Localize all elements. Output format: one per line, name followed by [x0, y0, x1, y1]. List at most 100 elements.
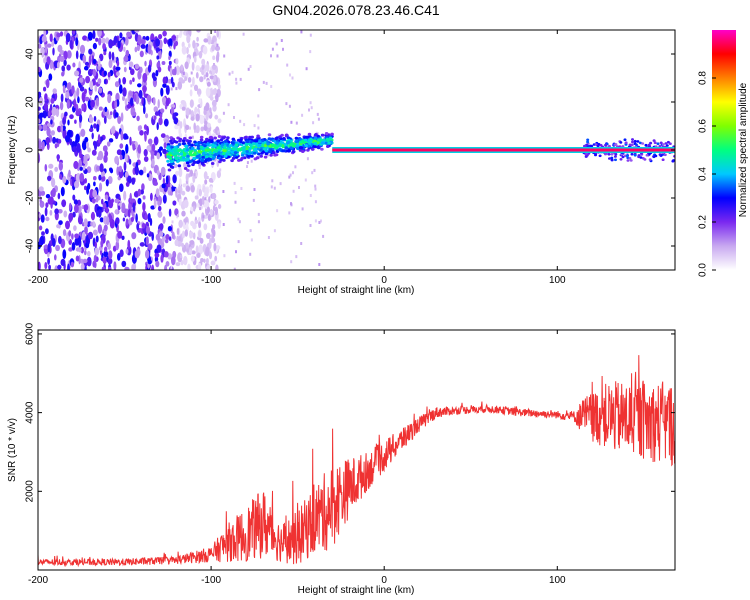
spectrogram-cell	[257, 220, 260, 224]
spectrogram-cell	[119, 183, 124, 192]
spectrogram-cell	[633, 139, 637, 143]
spectrogram-cell	[124, 171, 129, 178]
spectrogram-cell	[314, 184, 317, 188]
spectrogram-cell	[128, 61, 134, 68]
spectrogram-cell	[96, 123, 100, 133]
spectrogram-cell	[198, 50, 203, 59]
spectrogram-cell	[68, 169, 71, 178]
spectrogram-cell	[290, 260, 293, 264]
spectrogram-cell	[271, 152, 274, 156]
spectrogram-cell	[607, 144, 611, 148]
spectrogram-cell	[114, 132, 119, 140]
spectrogram-cell	[297, 133, 301, 137]
spectrogram-cell	[222, 111, 225, 115]
spectrogram-cell	[101, 266, 106, 270]
spectrogram-cell	[95, 197, 99, 203]
spectrogram-cell	[141, 222, 146, 229]
spectrogram-cell	[134, 46, 138, 53]
spectrogram-cell	[216, 43, 219, 47]
spectrogram-cell	[123, 46, 126, 52]
spectrogram-cell	[608, 157, 611, 160]
spectrogram-cell	[114, 99, 118, 109]
spectrogram-cell	[214, 255, 218, 262]
spectrogram-cell	[256, 147, 260, 151]
spectrogram-cell	[210, 140, 214, 143]
spectrogram-cell	[179, 156, 183, 160]
spectrogram-cell	[183, 218, 188, 223]
spectrogram-cell	[201, 155, 205, 159]
spectrogram-cell	[303, 138, 308, 142]
spectrogram-cell	[178, 167, 183, 178]
spectrogram-cell	[125, 181, 130, 187]
spectrogram-cell	[267, 236, 270, 239]
spectrogram-cell	[216, 30, 219, 38]
spectrogram-cell	[154, 252, 160, 258]
spectrogram-cell	[250, 238, 253, 242]
spectrogram-cell	[278, 143, 283, 147]
spectrogram-cell	[294, 165, 297, 169]
spectrogram-cell	[75, 255, 80, 262]
spectrogram-cell	[82, 35, 88, 41]
spectrogram-cell	[313, 136, 318, 140]
spectrogram-cell	[97, 209, 102, 218]
spectrogram-cell	[96, 165, 101, 172]
spectrogram-cell	[258, 143, 262, 147]
spectrogram-cell	[43, 86, 47, 92]
spectrogram-cell	[211, 44, 216, 52]
spectrogram-cell	[38, 43, 42, 49]
spectrogram-cell	[84, 136, 89, 143]
spectrogram-cell	[103, 224, 108, 232]
spectrogram-cell	[87, 31, 93, 41]
spectrogram-cell	[179, 121, 183, 129]
spectrogram-cell	[197, 141, 202, 145]
spectrogram-cell	[131, 177, 136, 185]
spectrogram-cell	[175, 151, 180, 155]
spectrogram-cell	[46, 43, 52, 48]
spectrogram-cell	[161, 96, 167, 104]
spectrogram-cell	[185, 173, 189, 182]
spectrogram-cell	[309, 194, 312, 197]
spectrogram-cell	[193, 140, 197, 144]
spectrogram-cell	[271, 144, 276, 147]
spectrogram-cell	[67, 119, 70, 126]
spectrogram-cell	[65, 220, 70, 230]
spectrogram-cell	[79, 172, 85, 182]
spectrogram-cell	[107, 266, 112, 270]
spectrogram-cell	[193, 122, 196, 131]
spectrogram-cell	[94, 241, 98, 248]
spectrogram-cell	[288, 104, 291, 108]
spectrogram-cell	[58, 161, 63, 171]
snr-axes: -200 -100 0 100 2000 4000 6000	[25, 322, 675, 586]
spectrogram-cell	[129, 97, 134, 107]
spectrogram-cell	[233, 267, 236, 270]
spectrogram-cell	[152, 76, 157, 82]
spectrogram-cell	[196, 36, 199, 42]
spectrogram-cell	[171, 231, 175, 240]
spectrogram-cell	[62, 129, 67, 139]
y-tick-label: 40	[25, 48, 36, 60]
spectrogram-cell	[73, 90, 77, 100]
spectrogram-cell	[134, 166, 138, 173]
spectrogram-cell	[64, 111, 68, 117]
spectrogram-cell	[107, 257, 113, 265]
spectrogram-cell	[72, 30, 76, 35]
spectrogram-cell	[209, 185, 213, 194]
spectrogram-cell	[586, 140, 590, 144]
spectrogram-cell	[160, 133, 166, 139]
spectrogram-cell	[163, 37, 168, 45]
spectrogram-cell	[93, 176, 97, 181]
spectrogram-cell	[211, 99, 217, 107]
spectrogram-cell	[75, 172, 81, 183]
spectrogram-cell	[87, 99, 92, 109]
spectrogram-cell	[125, 143, 129, 154]
spectrogram-cell	[52, 238, 56, 247]
spectrogram-cell	[125, 49, 130, 57]
spectrogram-cell	[631, 138, 634, 141]
spectrogram-cell	[276, 209, 279, 213]
spectrogram-cell	[213, 136, 217, 140]
spectrogram-cell	[145, 249, 150, 259]
spectrogram-cell	[99, 163, 104, 173]
spectrogram-cell	[226, 136, 230, 140]
spectrogram-cell	[84, 65, 89, 71]
spectrogram-cell	[137, 144, 141, 154]
